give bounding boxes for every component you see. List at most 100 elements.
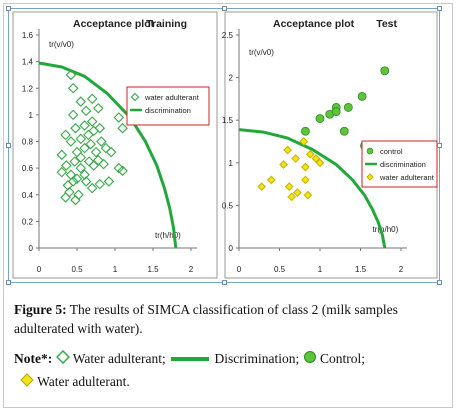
water-adulterant-point [257,182,267,192]
water-adulterant-point [80,105,92,117]
chart-legend: water adulterant discrimination [126,86,210,126]
note-item-yellow-water-adulterant: Water adulterant. [37,373,130,389]
water-adulterant-point [65,136,77,147]
resize-handle-top-left[interactable] [6,6,11,11]
water-adulterant-point [75,162,87,174]
water-adulterant-point [73,189,84,201]
resize-handle-bottom-right[interactable] [437,280,442,285]
control-point [357,91,367,101]
control-point [315,114,325,123]
resize-handle-bottom-middle[interactable] [222,280,227,285]
figure-caption: Figure 5: The results of SIMCA classific… [14,300,444,338]
charts-svg: 0 0.2 0.4 0.6 0.8 1 1.2 1.4 1.6 0 0.5 1 1.5 2 Acceptan… [12,11,438,279]
y-tick-label: 0 [229,244,234,253]
water-adulterant-point [75,133,87,145]
y-tick-label: 1 [229,159,234,168]
water-adulterant-point [93,102,104,114]
water-adulterant-point [67,109,79,121]
water-adulterant-point [85,138,96,150]
x-tick-label: 2 [189,265,194,274]
water-adulterant-point [284,182,294,192]
water-adulterant-point [64,186,75,198]
water-adulterant-point [94,178,106,190]
water-adulterant-point [56,166,68,178]
x-axis-label: tr(h/h0) [373,225,399,234]
x-axis-label: tr(h/h0) [155,231,181,240]
y-tick-label: 1.2 [22,84,34,93]
water-adulterant-point [80,176,92,187]
control-point [380,66,390,76]
y-tick-label: 1 [29,111,34,120]
water-adulterant-point [315,158,325,168]
chart-subtitle: Test [376,18,397,30]
filled-circle-icon [303,349,317,371]
legend-open-diamond-icon [130,92,140,102]
resize-handle-top-middle[interactable] [222,6,227,11]
water-adulterant-point [79,120,90,131]
water-adulterant-point [65,69,77,81]
green-line-icon [169,349,211,371]
water-adulterant-point [287,192,297,202]
chart-title: Acceptance plot [273,18,355,30]
y-tick-label: 0 [29,244,34,253]
water-adulterant-point [105,146,117,158]
water-adulterant-point [75,96,87,107]
resize-handle-middle-left[interactable] [6,143,11,148]
water-adulterant-point [98,158,109,170]
note-item-control: Control; [320,351,366,366]
water-adulterant-point [311,154,321,163]
water-adulterant-point [88,160,99,171]
y-tick-label: 0.2 [22,217,34,226]
water-adulterant-point [67,176,79,187]
chart-subtitle: Training [146,18,187,30]
water-adulterant-point [79,142,90,154]
water-adulterant-point [100,142,112,154]
y-tick-label: 0.4 [22,191,34,200]
water-adulterant-point [267,175,276,185]
water-adulterant-point [79,169,90,181]
charts-panel: 0 0.2 0.4 0.6 0.8 1 1.2 1.4 1.6 0 0.5 1 1.5 2 Acceptan… [8,8,440,283]
test-acceptance-plot: 0 0.5 1 1.5 2 2.5 0 0.5 1 1.5 2 Acceptance plot Test… [222,11,438,279]
water-adulterant-point [299,137,309,146]
water-adulterant-point [65,169,77,181]
water-adulterant-point [291,154,301,163]
resize-handle-bottom-left[interactable] [6,280,11,285]
water-adulterant-point [67,82,79,94]
water-adulterant-point [61,160,72,171]
yellow-diamond-icon [20,372,34,394]
x-tick-label: 0.5 [274,265,286,274]
note-item-water-adulterant: Water adulterant; [72,351,166,366]
x-tick-label: 0.5 [71,265,83,274]
water-adulterant-point [86,116,98,127]
water-adulterant-point [86,93,98,105]
y-axis-label: tr(v/v0) [249,48,274,57]
legend-box [126,86,210,126]
y-axis-label: tr(v/v0) [49,40,74,49]
note-item-discrimination: Discrimination; [214,351,300,366]
x-tick-label: 1.5 [355,265,367,274]
legend-label: discrimination [145,106,191,115]
water-adulterant-point [90,146,102,158]
resize-handle-middle-right[interactable] [437,143,442,148]
water-adulterant-point [60,129,71,141]
x-tick-label: 0 [37,265,42,274]
water-adulterant-point [305,149,315,159]
y-tick-label: 1.5 [222,116,234,125]
figure-frame [3,3,453,408]
water-adulterant-point [93,154,104,166]
legend-circle-icon [366,147,374,155]
water-adulterant-point [70,122,81,134]
water-adulterant-point [96,136,107,147]
y-tick-label: 1.4 [22,58,34,67]
resize-handle-top-right[interactable] [437,6,442,11]
y-tick-label: 0.6 [22,164,34,173]
water-adulterant-point [103,176,115,187]
control-point [343,103,353,112]
training-acceptance-plot: 0 0.2 0.4 0.6 0.8 1 1.2 1.4 1.6 0 0.5 1 1.5 2 Acceptan… [12,11,218,279]
discrimination-line [238,128,387,249]
note-label: Note*: [14,351,53,366]
x-tick-label: 2 [399,265,404,274]
water-adulterant-point [86,182,98,194]
y-tick-label: 0.8 [22,138,34,147]
discrimination-line [38,61,178,249]
